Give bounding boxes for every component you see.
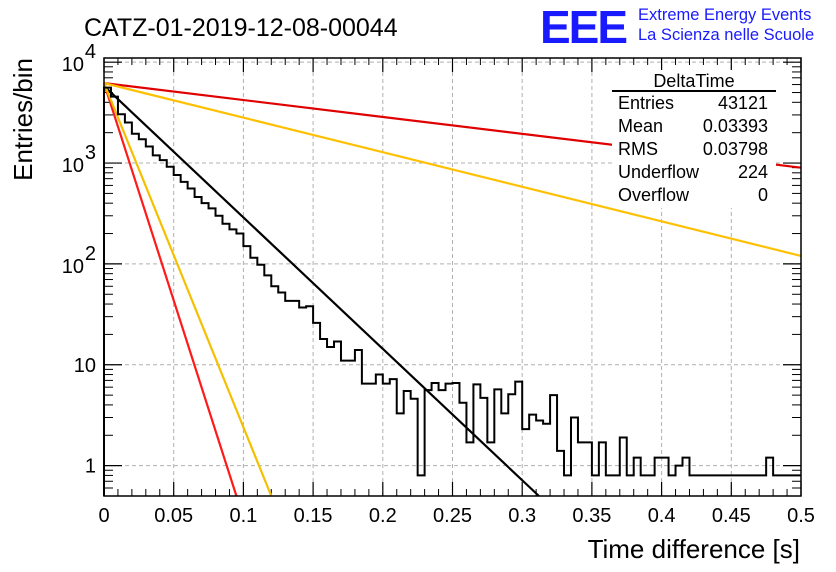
stats-label-entries: Entries xyxy=(618,93,674,113)
y-tick-label: 10 xyxy=(62,256,84,278)
stats-label-overflow: Overflow xyxy=(618,185,690,205)
x-tick-label: 0.5 xyxy=(787,505,815,527)
y-tick-label: 10 xyxy=(62,54,84,76)
stats-box-bg xyxy=(612,70,776,208)
stats-value-mean: 0.03393 xyxy=(703,116,768,136)
y-tick-base: 10 xyxy=(62,54,84,76)
y-tick-base: 10 xyxy=(62,256,84,278)
fit-curve xyxy=(103,82,802,257)
y-tick-label: 10 xyxy=(74,355,96,377)
eee-logo-line2: La Scienza nelle Scuole xyxy=(638,26,814,44)
eee-logo-mark: EEE xyxy=(540,1,626,53)
y-tick-exponent: 4 xyxy=(85,41,96,63)
eee-logo-line1: Extreme Energy Events xyxy=(638,6,811,24)
stats-box: DeltaTime Entries 43121 Mean 0.03393 RMS… xyxy=(612,70,776,208)
stats-value-underflow: 224 xyxy=(738,162,768,182)
x-tick-label: 0.1 xyxy=(229,505,257,527)
x-tick-label: 0.05 xyxy=(154,505,193,527)
fit-curve xyxy=(102,82,238,497)
histogram xyxy=(103,86,801,496)
x-tick-label: 0.15 xyxy=(294,505,333,527)
stats-value-overflow: 0 xyxy=(758,185,768,205)
x-tick-label: 0.3 xyxy=(508,505,536,527)
x-tick-label: 0 xyxy=(98,505,109,527)
stats-value-entries: 43121 xyxy=(718,93,768,113)
stats-label-mean: Mean xyxy=(618,116,663,136)
fit-curve xyxy=(102,82,273,497)
x-tick-label: 0.45 xyxy=(712,505,751,527)
plot-frame xyxy=(103,57,802,497)
x-tick-label: 0.2 xyxy=(369,505,397,527)
x-tick-label: 0.35 xyxy=(572,505,611,527)
stats-label-underflow: Underflow xyxy=(618,162,700,182)
x-tick-label: 0.25 xyxy=(433,505,472,527)
chart-title: CATZ-01-2019-12-08-00044 xyxy=(84,14,398,42)
y-tick-label: 1 xyxy=(85,456,96,478)
y-tick-exponent: 2 xyxy=(85,243,96,265)
x-tick-labels: 0 0.05 0.1 0.15 0.2 0.25 0.3 0.35 0.4 0.45 0.5 xyxy=(98,505,814,527)
stats-name: DeltaTime xyxy=(653,71,734,91)
stats-label-rms: RMS xyxy=(618,139,658,159)
y-tick-label: 10 xyxy=(62,155,84,177)
x-tick-label: 0.4 xyxy=(648,505,676,527)
y-tick-base: 10 xyxy=(62,155,84,177)
stats-value-rms: 0.03798 xyxy=(703,139,768,159)
y-tick-exponent: 3 xyxy=(85,142,96,164)
y-axis-title: Entries/bin xyxy=(8,58,38,181)
x-axis-title: Time difference [s] xyxy=(588,534,800,564)
